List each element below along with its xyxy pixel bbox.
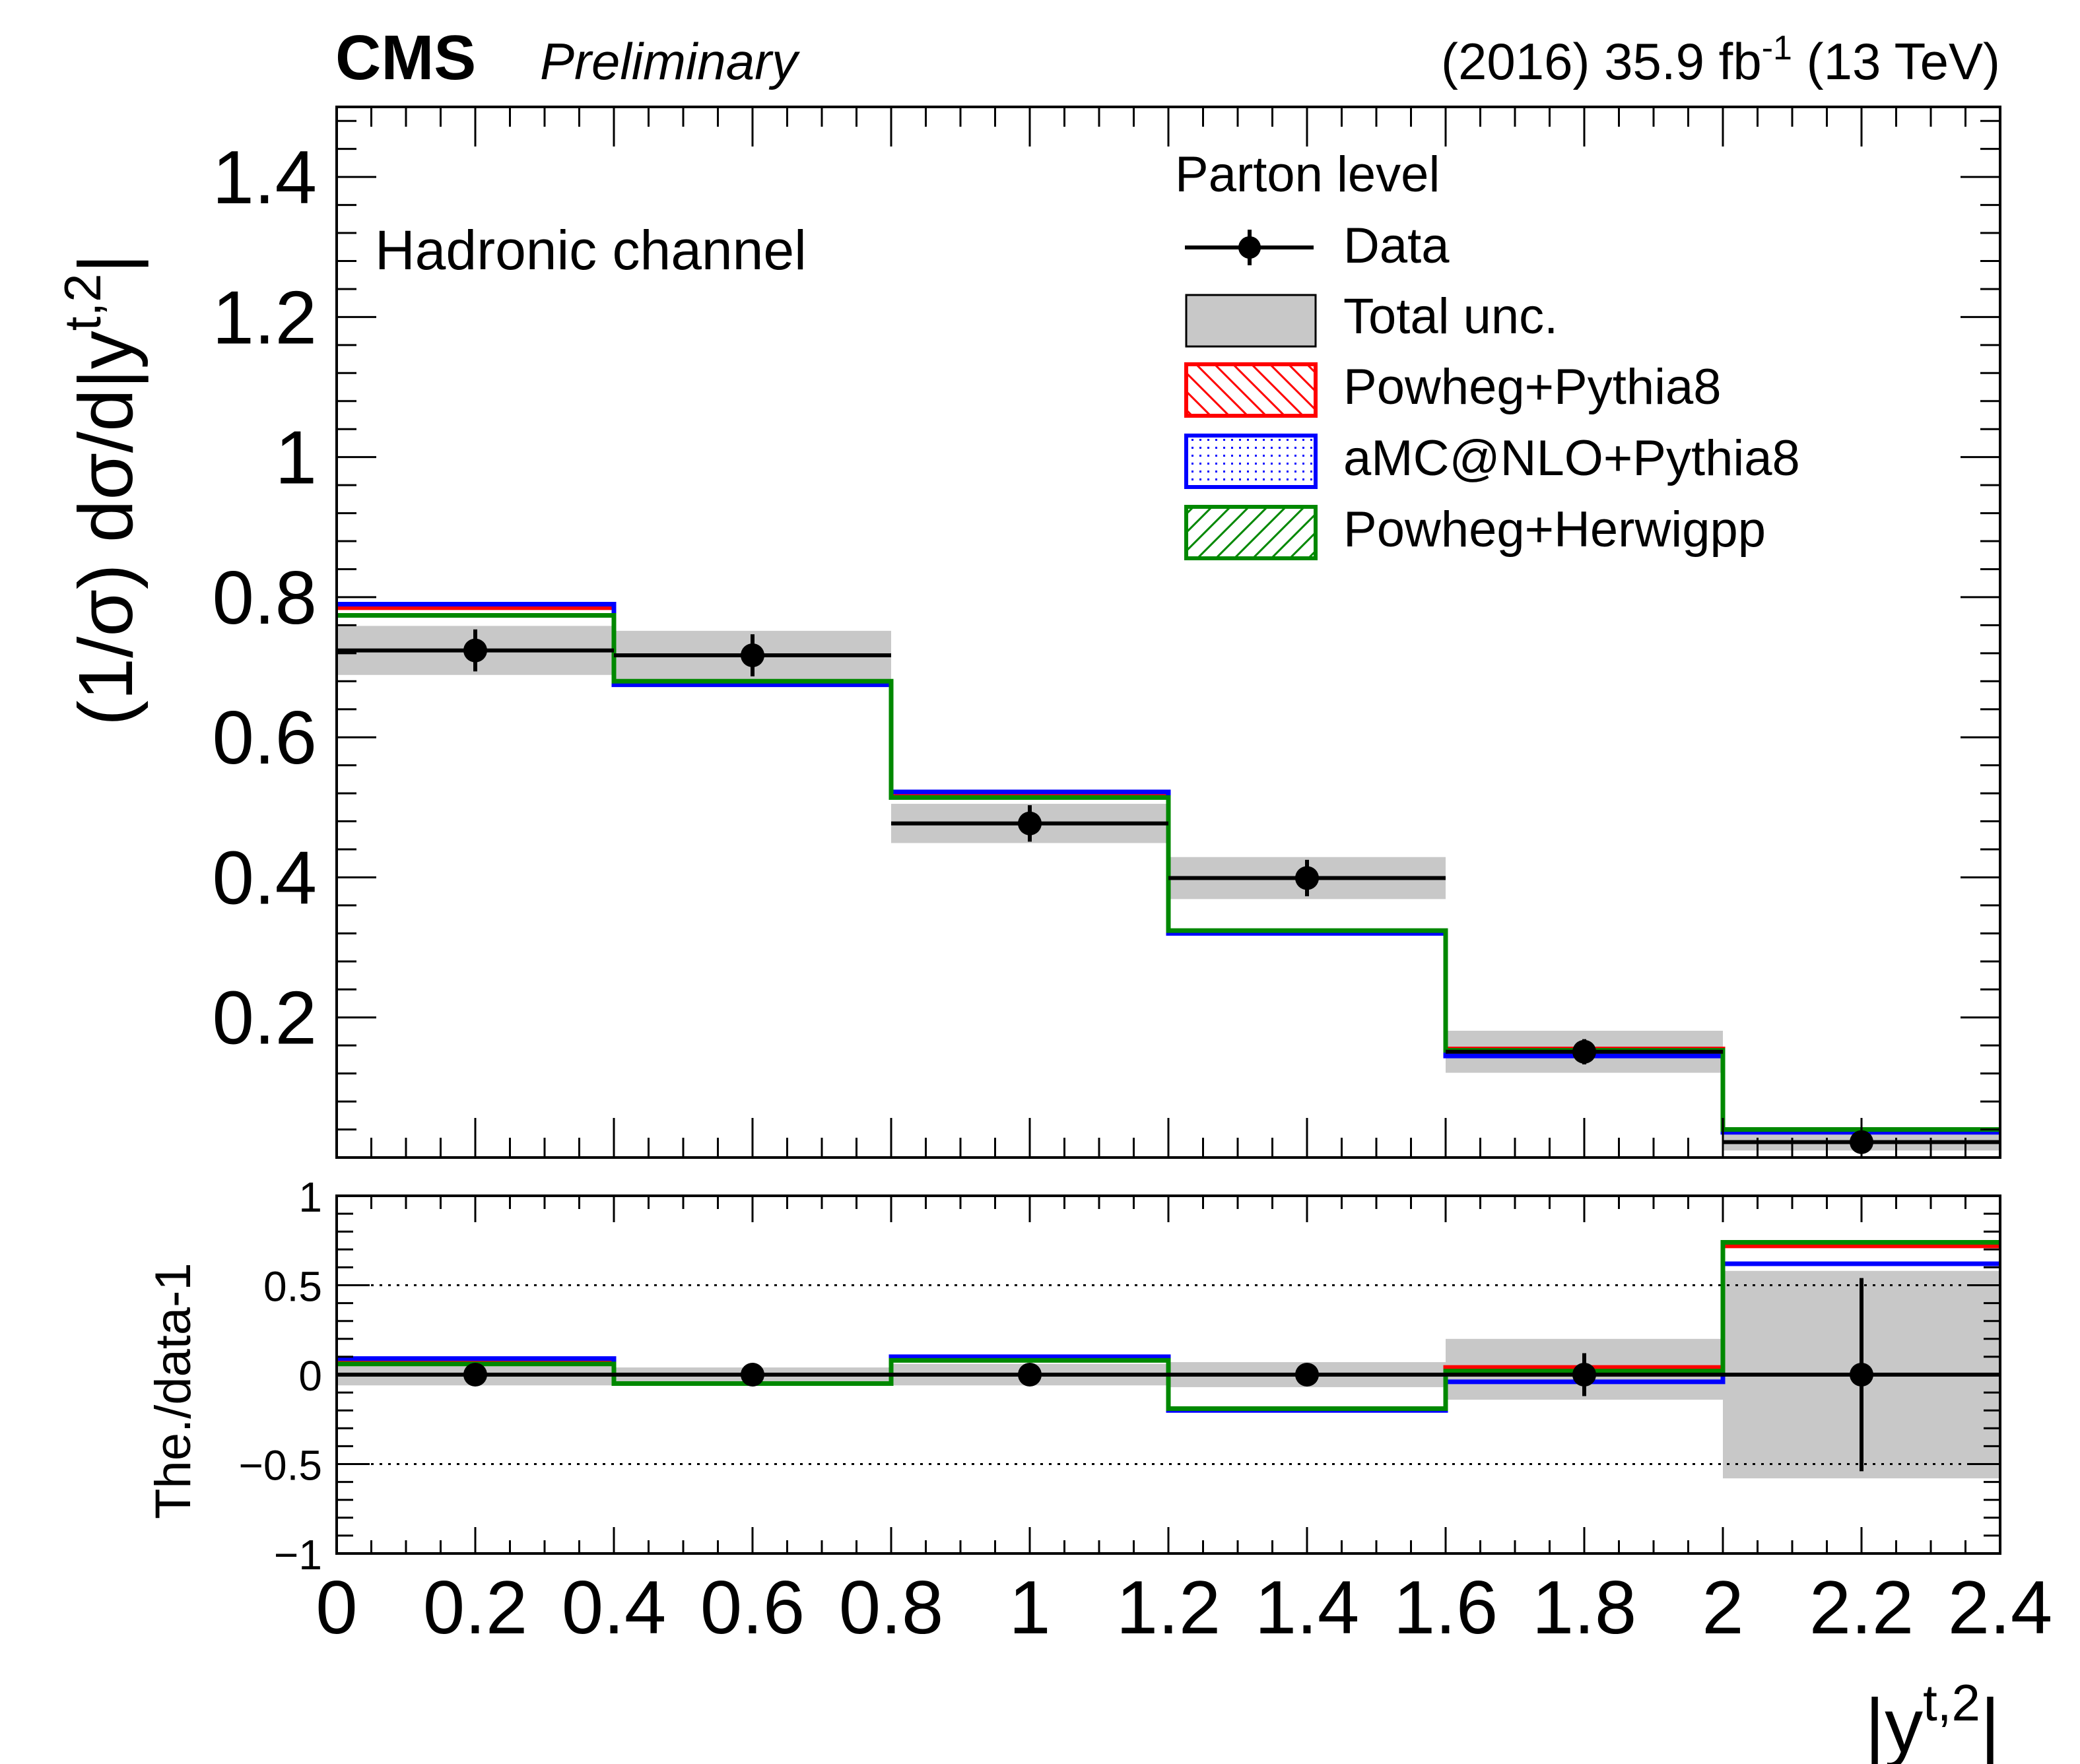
- legend-total-unc-swatch: [1185, 294, 1317, 348]
- x-tick-label: 2: [1702, 1566, 1743, 1650]
- ratio-data-point: [463, 1363, 487, 1387]
- legend-data-label: Data: [1343, 218, 1450, 274]
- ratio-data-point: [1295, 1363, 1319, 1387]
- main-y-tick-label: 0.6: [213, 696, 317, 780]
- ratio-data-point: [741, 1363, 764, 1387]
- luminosity-suffix: (13 TeV): [1792, 32, 2000, 90]
- legend-amcatnlo-pythia8-swatch: [1184, 434, 1318, 489]
- ratio-mc-curves: [337, 1239, 2000, 1413]
- legend-powheg-pythia8-swatch: [1184, 362, 1318, 418]
- main-data-point: [741, 643, 764, 668]
- legend-powheg-pythia8-label: Powheg+Pythia8: [1343, 359, 1722, 415]
- legend-total-unc-label: Total unc.: [1343, 288, 1558, 344]
- channel-label: Hadronic channel: [375, 219, 807, 281]
- ratio-data-points: [337, 1278, 2000, 1472]
- main-y-tick-label: 1.2: [213, 276, 317, 360]
- x-axis-title-main: |y: [1865, 1683, 1923, 1764]
- x-tick-label: 0.2: [423, 1566, 527, 1650]
- legend-entry-total-unc: Total unc.: [1185, 288, 1558, 348]
- ratio-y-tick-label: 0: [298, 1352, 322, 1400]
- x-tick-label: 0.8: [839, 1566, 943, 1650]
- luminosity-prefix: (2016) 35.9 fb: [1441, 32, 1762, 90]
- ratio-y-tick-label: −0.5: [239, 1442, 322, 1489]
- status-label: Preliminary: [540, 32, 800, 90]
- ratio-y-axis-title: The./data-1: [145, 1262, 201, 1519]
- main-mc-curves: [337, 602, 2000, 1135]
- legend-data-marker: [1238, 236, 1261, 259]
- x-tick-label: 1.4: [1255, 1566, 1359, 1650]
- ratio-axes: 0 0.2 0.4 0.6 0.8 1 1.2 1.4 1.6 1.8 2 2.2 2.4 −1 −0.5 0…: [239, 1173, 2053, 1650]
- ratio-y-tick-label: −1: [274, 1531, 322, 1579]
- x-tick-label: 1.6: [1393, 1566, 1498, 1650]
- main-data-point: [1572, 1039, 1596, 1064]
- x-tick-label: 1.8: [1532, 1566, 1636, 1650]
- x-tick-label: 2.4: [1948, 1566, 2052, 1650]
- x-tick-label: 2.2: [1809, 1566, 1914, 1650]
- luminosity-label: (2016) 35.9 fb-1 (13 TeV): [1441, 29, 2000, 90]
- x-axis-title: |yt,2|: [1865, 1674, 2000, 1764]
- legend: Parton level Data Total unc. Powheg+Pyth…: [1175, 147, 1800, 560]
- main-data-point: [463, 638, 487, 663]
- main-y-axis-title-main: (1/σ) dσ/d|y: [63, 331, 149, 726]
- main-y-axis-title-sup: t,2: [53, 273, 112, 331]
- ratio-data-point: [1572, 1363, 1596, 1387]
- ratio-powheg-herwigpp-step: [337, 1239, 2000, 1411]
- main-y-axis-title-end: |: [63, 253, 149, 273]
- ratio-data-point: [1018, 1363, 1042, 1387]
- main-y-tick-label: 0.4: [213, 836, 317, 920]
- legend-entry-data: Data: [1185, 218, 1450, 274]
- legend-entry-amcatnlo-pythia8: aMC@NLO+Pythia8: [1184, 430, 1800, 489]
- legend-powheg-herwigpp-label: Powheg+Herwigpp: [1343, 502, 1766, 558]
- main-y-tick-label: 0.2: [213, 977, 317, 1061]
- legend-entry-powheg-pythia8: Powheg+Pythia8: [1184, 359, 1722, 418]
- ratio-data-point: [1850, 1363, 1873, 1387]
- x-tick-label: 0: [316, 1566, 357, 1650]
- luminosity-exponent: -1: [1762, 29, 1792, 67]
- ratio-y-tick-label: 0.5: [263, 1263, 322, 1311]
- ratio-panel: 0 0.2 0.4 0.6 0.8 1 1.2 1.4 1.6 1.8 2 2.2 2.4 −1 −0.5 0…: [145, 1173, 2052, 1764]
- legend-powheg-herwigpp-swatch: [1184, 505, 1318, 560]
- x-axis-title-sup: t,2: [1923, 1674, 1980, 1732]
- x-tick-label: 1.2: [1116, 1566, 1221, 1650]
- ratio-reference-lines: [337, 1284, 2000, 1465]
- main-powheg-herwigpp-step: [337, 613, 2000, 1132]
- x-axis-title-end: |: [1980, 1683, 2000, 1764]
- main-panel: 0.2 0.4 0.6 0.8 1 1.2 1.4 Hadronic channel (1/…: [53, 106, 2001, 1159]
- legend-amcatnlo-pythia8-label: aMC@NLO+Pythia8: [1343, 430, 1800, 486]
- x-tick-label: 0.4: [562, 1566, 666, 1650]
- legend-header: Parton level: [1175, 147, 1440, 203]
- main-y-axis-title: (1/σ) dσ/d|yt,2|: [53, 253, 149, 726]
- x-tick-label: 0.6: [700, 1566, 805, 1650]
- x-tick-label: 1: [1009, 1566, 1050, 1650]
- main-y-tick-label: 1.4: [213, 136, 317, 220]
- experiment-label: CMS: [335, 22, 476, 93]
- main-data-point: [1295, 866, 1319, 890]
- main-y-tick-label: 0.8: [213, 556, 317, 640]
- ratio-frame: [335, 1194, 2001, 1555]
- legend-entry-powheg-herwigpp: Powheg+Herwigpp: [1184, 502, 1766, 560]
- main-y-tick-label: 1: [275, 416, 317, 500]
- ratio-y-tick-label: 1: [298, 1173, 322, 1221]
- main-frame: [335, 106, 2001, 1159]
- main-data-point: [1018, 811, 1042, 835]
